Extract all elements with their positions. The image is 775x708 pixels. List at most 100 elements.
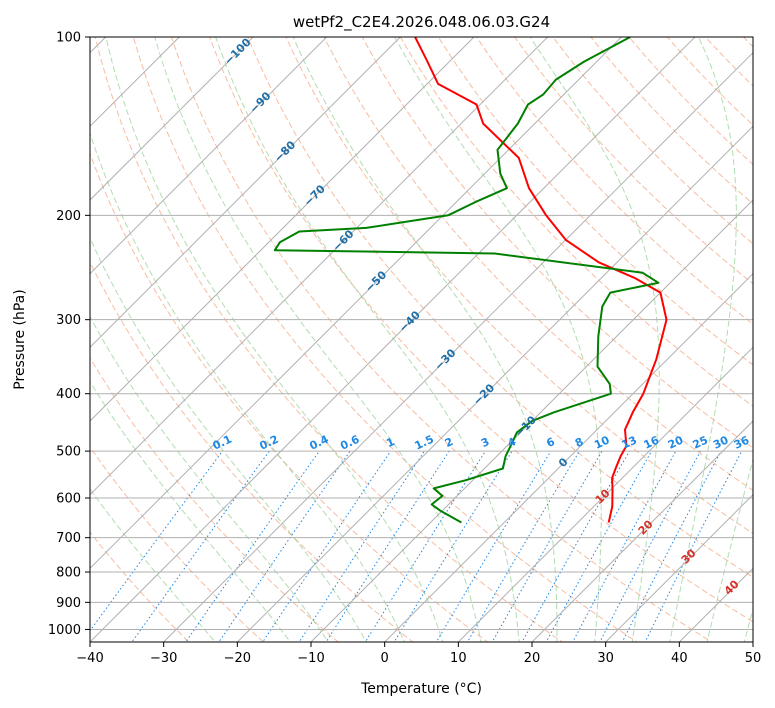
- isotherm: [531, 420, 753, 642]
- moist-adiabat: [706, 457, 753, 642]
- dewpoint-line: [273, 37, 660, 524]
- mixing-ratio-label: 36: [732, 433, 752, 451]
- dry-adiabat: [628, 37, 753, 166]
- isotherm: [457, 346, 753, 642]
- moist-adiabat: [105, 37, 444, 642]
- mixing-ratio-line: [393, 450, 513, 642]
- mixing-ratio-label: 30: [711, 433, 731, 451]
- moist-adiabat: [90, 380, 291, 642]
- mixing-ratio-line: [218, 450, 351, 642]
- dry-adiabat: [704, 37, 753, 87]
- y-tick-label: 900: [56, 596, 81, 611]
- y-tick-label: 500: [56, 445, 81, 460]
- moist-adiabat-label: 30: [679, 546, 699, 566]
- x-tick-label: 30: [597, 651, 614, 666]
- mixing-ratio-line: [131, 450, 270, 642]
- dry-adiabat: [90, 356, 340, 642]
- mixing-ratio-label: 25: [691, 434, 710, 452]
- mixing-ratio-line: [466, 450, 580, 642]
- x-tick-label: −20: [224, 651, 251, 666]
- dry-adiabat: [437, 37, 753, 366]
- x-tick-label: 10: [450, 651, 467, 666]
- dry-adiabat: [209, 37, 753, 623]
- mixing-ratio-label: 10: [592, 433, 612, 451]
- dry-adiabat: [475, 37, 753, 325]
- moist-adiabat: [90, 131, 406, 642]
- isotherm: [383, 272, 753, 642]
- chart-title: wetPf2_C2E4.2026.048.06.03.G24: [293, 13, 550, 32]
- dry-adiabat: [361, 37, 753, 449]
- mixing-ratio-line: [435, 450, 552, 642]
- isotherm-label: −50: [363, 268, 390, 295]
- dry-adiabat: [90, 260, 414, 642]
- moist-adiabat: [529, 37, 660, 642]
- y-axis: 100 200 300 400 500 600 700 800 900 1000: [48, 31, 90, 638]
- y-tick-label: 600: [56, 492, 81, 507]
- y-tick-label: 300: [56, 313, 81, 328]
- y-tick-label: 1000: [48, 623, 81, 638]
- moist-adiabat: [90, 315, 329, 642]
- isotherm-label: −80: [272, 138, 299, 165]
- dry-adiabat: [323, 37, 753, 491]
- mixing-ratio-line: [621, 450, 722, 642]
- mixing-ratio-label: 3: [479, 435, 491, 450]
- dry-adiabat: [90, 152, 489, 642]
- y-tick-label: 400: [56, 387, 81, 402]
- dry-adiabat: [552, 37, 753, 245]
- mixing-ratio-label: 20: [666, 433, 686, 451]
- dry-adiabat: [132, 37, 638, 642]
- isotherm: [162, 51, 753, 642]
- y-tick-label: 200: [56, 209, 81, 224]
- mixing-ratio-line: [644, 450, 743, 642]
- isotherm-label: −20: [471, 381, 498, 408]
- profile-lines: [273, 37, 668, 524]
- moist-adiabat-label: 40: [722, 577, 742, 597]
- temperature-line: [414, 37, 668, 523]
- dry-adiabat: [90, 446, 265, 642]
- moist-adiabat: [292, 37, 558, 642]
- mixing-ratio-line: [491, 450, 603, 642]
- isotherm: [90, 37, 402, 349]
- mixing-ratio-line: [185, 450, 320, 642]
- x-tick-label: −10: [297, 651, 324, 666]
- x-tick-label: −30: [150, 651, 177, 666]
- y-tick-label: 700: [56, 531, 81, 546]
- isotherm: [310, 199, 753, 642]
- y-axis-label: Pressure (hPa): [12, 289, 28, 389]
- dry-adiabat: [590, 37, 753, 205]
- isotherm: [90, 37, 254, 201]
- dry-adiabat: [171, 37, 713, 642]
- mixing-ratio-label: 1: [384, 435, 396, 450]
- mixing-ratio-line: [298, 450, 425, 642]
- isotherm: [90, 37, 696, 642]
- y-tick-label: 100: [56, 31, 81, 46]
- moist-adiabat: [394, 37, 602, 642]
- dry-adiabat: [769, 24, 775, 654]
- mixing-ratio-line: [325, 450, 450, 642]
- isotherm: [90, 37, 181, 128]
- plot-area: −100−90−80−70−60−50−40−30−20−1000.1 0.2 0.…: [90, 24, 775, 654]
- dry-adiabat: [247, 37, 753, 578]
- dry-adiabat: [94, 37, 564, 642]
- x-axis-label: Temperature (°C): [360, 681, 482, 697]
- x-tick-label: 0: [381, 651, 389, 666]
- moist-adiabat: [215, 37, 520, 642]
- mixing-ratio-label: 1.5: [413, 433, 436, 453]
- moist-adiabat-label: 10: [593, 486, 613, 506]
- isotherm: [90, 37, 328, 275]
- mixing-ratio-label: 0.4: [307, 433, 330, 453]
- dry-adiabats: [90, 24, 775, 654]
- y-tick-label: 800: [56, 566, 81, 581]
- dry-adiabat: [514, 37, 753, 285]
- dry-adiabat: [399, 37, 753, 407]
- skewed-isotherms: [90, 37, 753, 642]
- x-tick-label: 20: [524, 651, 541, 666]
- mixing-ratio-lines: [90, 450, 743, 642]
- plot-frame: [89, 36, 754, 643]
- moist-adiabat: [743, 607, 753, 642]
- moist-adiabat: [669, 37, 737, 642]
- x-tick-label: 40: [671, 651, 688, 666]
- mixing-ratio-label: 0.6: [338, 433, 361, 453]
- x-tick-label: −40: [76, 651, 103, 666]
